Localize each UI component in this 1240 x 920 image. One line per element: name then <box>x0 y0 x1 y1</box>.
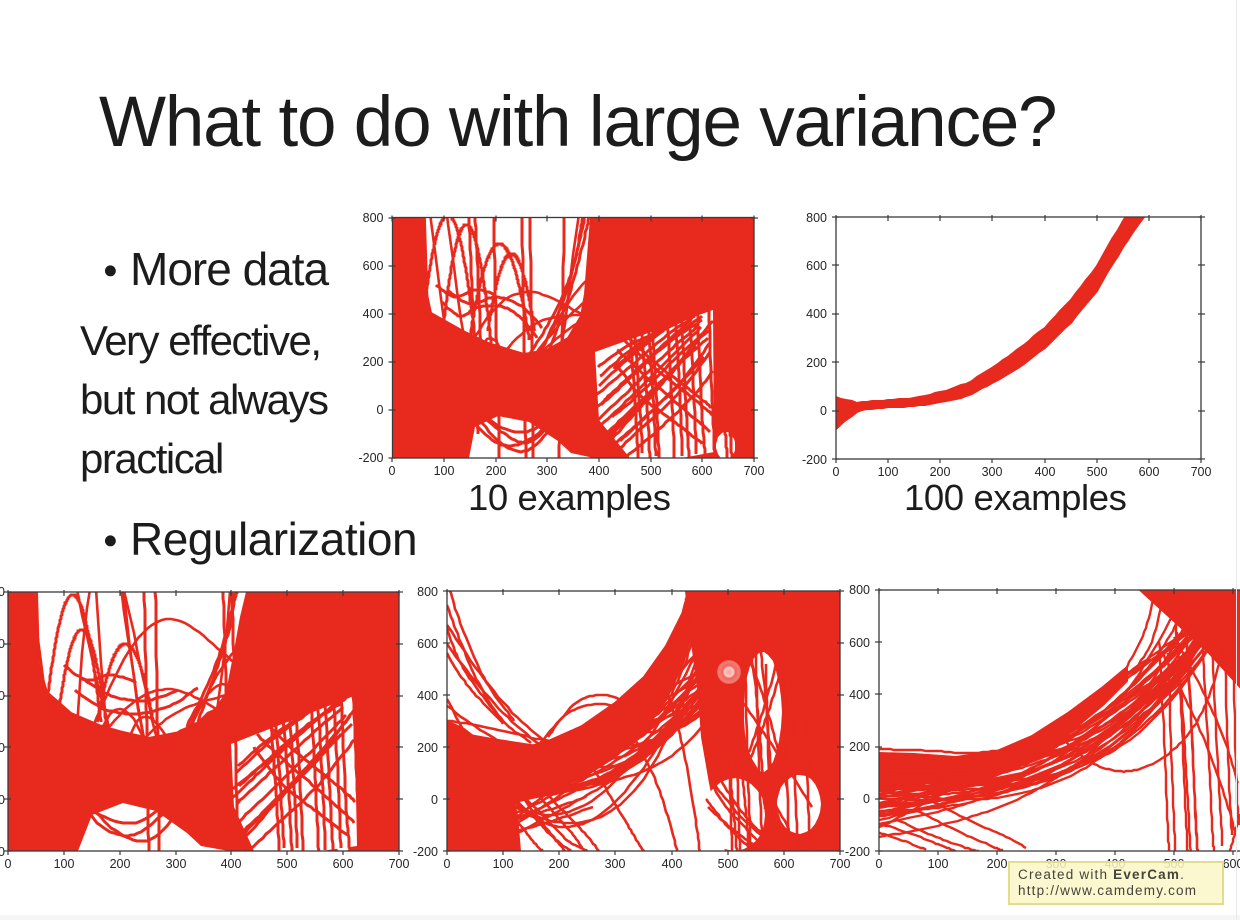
svg-text:800: 800 <box>363 211 384 225</box>
svg-text:0: 0 <box>5 857 12 871</box>
svg-text:-200: -200 <box>358 451 383 465</box>
svg-text:600: 600 <box>333 857 354 871</box>
svg-text:700: 700 <box>744 464 765 478</box>
svg-text:200: 200 <box>806 356 827 370</box>
svg-text:800: 800 <box>806 211 827 225</box>
svg-text:-200: -200 <box>0 845 5 859</box>
svg-text:200: 200 <box>110 857 131 871</box>
svg-text:100: 100 <box>493 857 514 871</box>
svg-text:200: 200 <box>417 741 438 755</box>
svg-text:0: 0 <box>863 792 870 806</box>
svg-text:0: 0 <box>820 404 827 418</box>
svg-text:300: 300 <box>166 857 187 871</box>
svg-text:700: 700 <box>1191 465 1212 479</box>
svg-text:0: 0 <box>876 857 883 871</box>
svg-text:400: 400 <box>221 857 242 871</box>
svg-text:500: 500 <box>277 857 298 871</box>
svg-text:800: 800 <box>849 583 870 597</box>
svg-text:0: 0 <box>389 464 396 478</box>
svg-text:600: 600 <box>363 259 384 273</box>
svg-text:200: 200 <box>363 355 384 369</box>
svg-text:300: 300 <box>982 465 1003 479</box>
svg-text:600: 600 <box>774 857 795 871</box>
svg-text:400: 400 <box>806 307 827 321</box>
svg-text:200: 200 <box>987 857 1008 871</box>
svg-text:100: 100 <box>54 857 75 871</box>
svg-text:100: 100 <box>878 465 899 479</box>
svg-text:-200: -200 <box>802 453 827 467</box>
svg-text:200: 200 <box>930 465 951 479</box>
svg-text:0: 0 <box>431 793 438 807</box>
svg-text:700: 700 <box>389 857 410 871</box>
svg-text:100: 100 <box>928 857 949 871</box>
svg-text:500: 500 <box>1087 465 1108 479</box>
svg-text:600: 600 <box>692 464 713 478</box>
svg-text:500: 500 <box>641 464 662 478</box>
svg-text:-200: -200 <box>413 845 438 859</box>
svg-text:0: 0 <box>444 857 451 871</box>
svg-text:0: 0 <box>833 465 840 479</box>
svg-text:600: 600 <box>1223 857 1240 871</box>
svg-text:700: 700 <box>830 857 851 871</box>
svg-text:400: 400 <box>589 464 610 478</box>
svg-text:400: 400 <box>662 857 683 871</box>
svg-text:400: 400 <box>0 689 5 703</box>
svg-text:500: 500 <box>718 857 739 871</box>
svg-text:600: 600 <box>0 637 5 651</box>
svg-text:600: 600 <box>849 636 870 650</box>
svg-text:800: 800 <box>0 585 5 599</box>
svg-text:200: 200 <box>549 857 570 871</box>
svg-text:200: 200 <box>486 464 507 478</box>
svg-text:400: 400 <box>417 689 438 703</box>
svg-text:-200: -200 <box>845 845 870 859</box>
svg-text:400: 400 <box>1035 465 1056 479</box>
svg-text:0: 0 <box>0 793 5 807</box>
svg-text:400: 400 <box>363 307 384 321</box>
svg-text:200: 200 <box>849 740 870 754</box>
svg-text:300: 300 <box>537 464 558 478</box>
svg-text:400: 400 <box>849 688 870 702</box>
svg-text:200: 200 <box>0 741 5 755</box>
svg-text:800: 800 <box>417 585 438 599</box>
svg-text:600: 600 <box>806 259 827 273</box>
svg-text:300: 300 <box>605 857 626 871</box>
svg-text:600: 600 <box>417 637 438 651</box>
svg-text:0: 0 <box>377 403 384 417</box>
svg-text:600: 600 <box>1139 465 1160 479</box>
svg-text:100: 100 <box>434 464 455 478</box>
